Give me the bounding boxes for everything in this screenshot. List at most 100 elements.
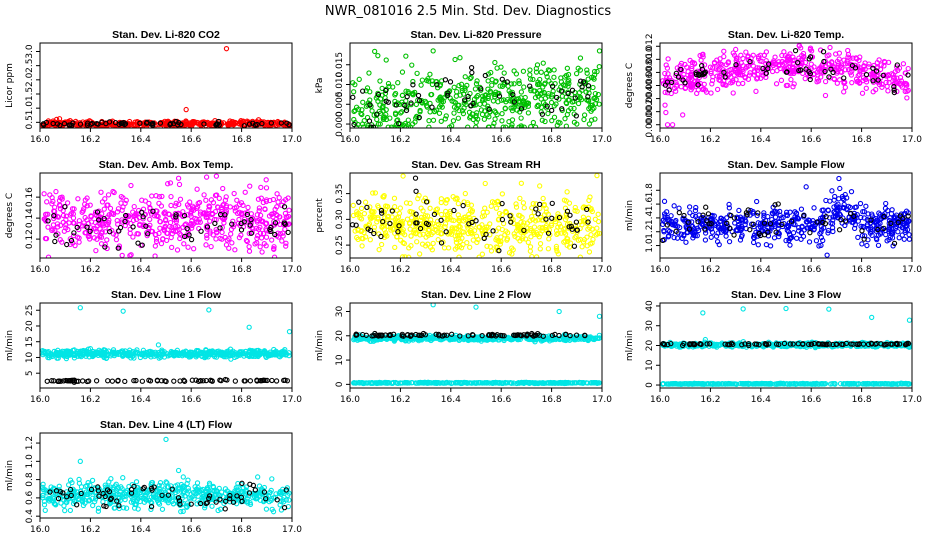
data-point <box>574 227 580 233</box>
data-point <box>791 70 797 77</box>
data-point <box>745 53 751 59</box>
data-point <box>84 378 90 385</box>
data-point <box>248 217 254 223</box>
data-point <box>864 242 870 249</box>
data-point <box>883 79 889 86</box>
data-point <box>564 235 570 242</box>
data-point <box>414 70 420 76</box>
data-point <box>409 62 415 68</box>
data-point <box>358 110 364 117</box>
data-point <box>152 231 159 238</box>
data-point <box>596 48 602 54</box>
data-point <box>128 252 134 258</box>
x-tick-label: 16.0 <box>650 265 670 275</box>
data-point <box>757 58 763 64</box>
data-point <box>155 342 162 348</box>
data-point <box>485 86 491 92</box>
data-point <box>429 247 435 253</box>
data-point <box>664 65 671 71</box>
data-point <box>825 230 831 236</box>
data-point <box>272 220 279 226</box>
data-point <box>377 121 383 127</box>
data-point <box>585 76 591 82</box>
data-point <box>905 213 911 219</box>
data-point <box>206 122 212 128</box>
data-point <box>739 216 746 222</box>
x-tick-label: 16.4 <box>131 395 151 405</box>
data-point <box>86 351 92 357</box>
data-point <box>382 215 388 221</box>
data-point <box>152 253 158 258</box>
data-point <box>906 236 912 242</box>
data-point <box>890 71 896 78</box>
data-point <box>662 89 668 96</box>
data-point <box>258 195 264 201</box>
data-point <box>57 206 64 212</box>
data-point <box>278 120 284 126</box>
data-point <box>424 213 431 219</box>
y-tick-label: 2.5 <box>25 59 35 73</box>
data-point <box>687 78 694 84</box>
data-point <box>742 75 748 81</box>
data-point <box>671 234 677 241</box>
data-point <box>404 216 411 222</box>
data-point <box>772 214 779 220</box>
data-point <box>402 102 408 108</box>
data-point <box>702 237 709 243</box>
data-point <box>70 211 76 217</box>
data-point <box>236 201 243 208</box>
data-point <box>391 195 398 201</box>
data-point <box>564 111 570 118</box>
data-point <box>351 121 357 128</box>
chart-title: Stan. Dev. Line 1 Flow <box>111 289 222 301</box>
data-point <box>263 185 270 191</box>
y-tick-label: 0.002 <box>645 99 655 125</box>
data-point <box>850 216 857 222</box>
data-point <box>575 237 582 243</box>
data-point <box>681 212 687 219</box>
data-point <box>528 87 534 94</box>
data-point <box>453 89 460 95</box>
data-point <box>806 69 812 75</box>
data-point <box>282 221 288 227</box>
data-point <box>796 43 802 49</box>
data-point <box>754 212 760 219</box>
data-point <box>451 84 457 90</box>
data-point <box>478 107 485 113</box>
data-point <box>515 96 521 102</box>
data-point <box>245 204 251 211</box>
data-point <box>769 60 775 66</box>
data-point <box>389 208 396 214</box>
data-point <box>814 219 820 225</box>
x-tick-label: 16.2 <box>700 135 720 145</box>
data-point <box>873 235 880 241</box>
data-point <box>417 225 424 232</box>
data-point <box>403 107 410 114</box>
data-point <box>93 378 100 384</box>
data-point <box>157 225 163 231</box>
data-point <box>759 227 765 234</box>
data-point <box>456 223 462 229</box>
data-point <box>815 78 822 84</box>
data-point <box>566 224 572 230</box>
data-point <box>591 95 597 102</box>
data-point <box>105 378 111 384</box>
data-point <box>121 121 128 128</box>
data-point <box>462 85 468 91</box>
data-point <box>795 216 802 222</box>
x-tick-label: 17.0 <box>592 265 612 275</box>
data-point <box>751 72 758 78</box>
data-point <box>777 208 783 215</box>
data-point <box>488 248 495 254</box>
data-point <box>842 67 849 73</box>
data-point <box>775 219 782 225</box>
data-point <box>688 71 694 77</box>
data-point <box>737 237 744 243</box>
data-point <box>702 224 708 230</box>
data-point <box>534 62 541 68</box>
data-point <box>894 62 900 68</box>
data-point <box>430 240 436 247</box>
data-point <box>783 209 790 215</box>
